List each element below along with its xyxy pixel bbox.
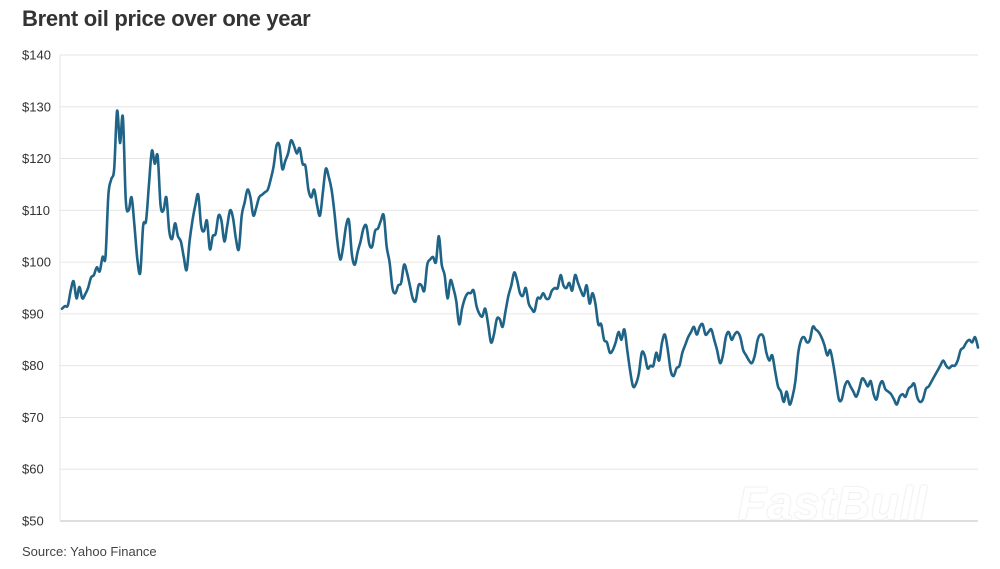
y-tick-label: $120 [22, 151, 51, 166]
y-tick-label: $80 [22, 358, 44, 373]
gridlines [59, 54, 978, 522]
y-tick-label: $110 [22, 203, 50, 218]
series-group [60, 109, 980, 406]
watermark-logo: FastBull [738, 477, 928, 529]
y-tick-label: $60 [22, 462, 44, 477]
y-tick-label: $140 [22, 48, 51, 63]
y-tick-label: $130 [22, 99, 51, 114]
series-line [60, 109, 980, 406]
y-tick-label: $50 [22, 514, 44, 529]
y-tick-label: $70 [22, 410, 44, 425]
chart-title: Brent oil price over one year [22, 6, 311, 31]
y-tick-label: $90 [22, 306, 44, 321]
y-axis: $140 $130 $120 $110 $100 $90 $80 $70 $60 $50 [22, 48, 51, 529]
y-tick-label: $100 [22, 255, 51, 270]
source-note: Source: Yahoo Finance [22, 544, 157, 559]
